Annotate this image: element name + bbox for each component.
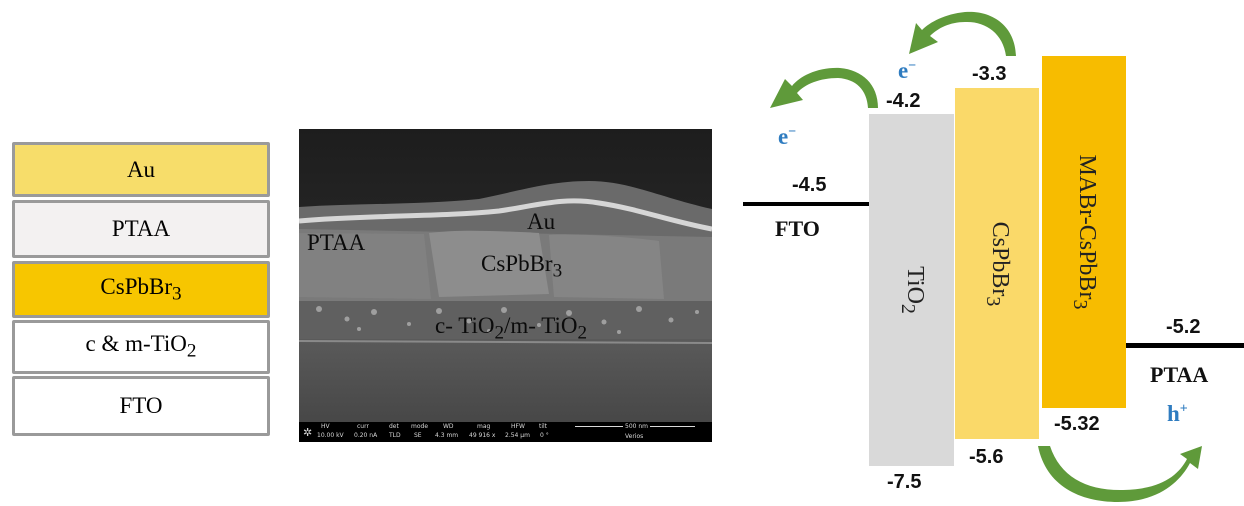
cspbbr3-band-bar: CsPbBr3: [955, 88, 1039, 439]
cspbbr3-bottom-value: -5.6: [969, 446, 1004, 468]
sem-mode-label: mode: [411, 423, 429, 430]
tio2-band-bar: TiO2: [869, 114, 954, 466]
sem-label-ptaa: PTAA: [307, 230, 366, 255]
mabr-cspbbr3-bottom-value: -5.32: [1054, 413, 1100, 435]
stack-layer-fto-label: FTO: [119, 393, 163, 418]
electron-label-1: e−: [898, 58, 917, 83]
hole-label: h+: [1167, 401, 1188, 426]
sem-label-cspbbr3: CsPbBr3: [481, 251, 563, 282]
hole-transfer-arrow: [1038, 446, 1202, 502]
sem-micrograph: [299, 129, 712, 422]
ptaa-label: PTAA: [1150, 362, 1209, 387]
sem-wd-label: WD: [443, 423, 454, 430]
sem-tilt-label: tilt: [539, 423, 548, 430]
ptaa-energy-value: -5.2: [1166, 316, 1201, 338]
tio2-bottom-value: -7.5: [887, 471, 922, 493]
electron-label-2: e−: [778, 124, 797, 149]
tio2-band-label: TiO2: [896, 266, 928, 314]
electron-transfer-arrow-1: [909, 11, 1016, 56]
cspbbr3-top-value: -3.3: [972, 63, 1007, 85]
stack-layer-tio2-label: c & m-TiO2: [85, 331, 197, 362]
stack-layer-fto: FTO: [12, 376, 270, 436]
sem-det-value: TLD: [389, 432, 401, 439]
cspbbr3-band-label: CsPbBr3: [982, 221, 1013, 306]
stack-layer-au-label: Au: [126, 156, 156, 182]
stack-layer-cspbbr3-label: CsPbBr3: [100, 273, 182, 305]
sem-hv-label: HV: [321, 423, 330, 430]
stack-layer-cspbbr3: CsPbBr3: [12, 261, 270, 318]
mabr-cspbbr3-band-bar: MABr-CsPbBr3: [1042, 56, 1126, 408]
stack-layer-tio2: c & m-TiO2: [12, 320, 270, 374]
fto-label: FTO: [775, 216, 820, 241]
sem-tilt-value: 0 °: [540, 432, 549, 439]
ptaa-level-line: [1126, 343, 1244, 348]
sem-det-label: det: [389, 423, 399, 430]
sem-mode-value: SE: [414, 432, 422, 439]
sem-mag-label: mag: [477, 423, 491, 430]
sem-label-tio2: c- TiO2/m- TiO2: [435, 313, 588, 344]
sem-info-bar: ✲ HV 10.00 kV curr 0.20 nA det TLD mode …: [299, 422, 712, 442]
sem-curr-value: 0.20 nA: [354, 432, 378, 439]
sem-curr-label: curr: [357, 423, 369, 430]
tio2-top-value: -4.2: [886, 90, 921, 112]
fto-level-line: [743, 202, 869, 206]
sem-cross-section-image: Au PTAA CsPbBr3 c- TiO2/m- TiO2 ✲ HV 10.…: [299, 129, 712, 442]
sem-logo-icon: ✲: [303, 426, 313, 439]
sem-label-au: Au: [527, 209, 556, 234]
sem-hfw-label: HFW: [511, 423, 525, 430]
mabr-cspbbr3-band-label: MABr-CsPbBr3: [1069, 154, 1100, 310]
stack-layer-au: Au: [12, 142, 270, 197]
electron-transfer-arrow-2: [770, 67, 878, 108]
sem-wd-value: 4.3 mm: [435, 432, 459, 439]
stack-layer-ptaa-label: PTAA: [111, 216, 171, 241]
sem-brand: Verios: [625, 433, 644, 440]
sem-hfw-value: 2.54 μm: [505, 432, 530, 439]
sem-mag-value: 49 916 x: [469, 432, 496, 439]
fto-energy-value: -4.5: [792, 174, 827, 196]
sem-hv-value: 10.00 kV: [317, 432, 344, 439]
stack-layer-ptaa: PTAA: [12, 200, 270, 258]
sem-scale-label: 500 nm: [623, 423, 651, 430]
